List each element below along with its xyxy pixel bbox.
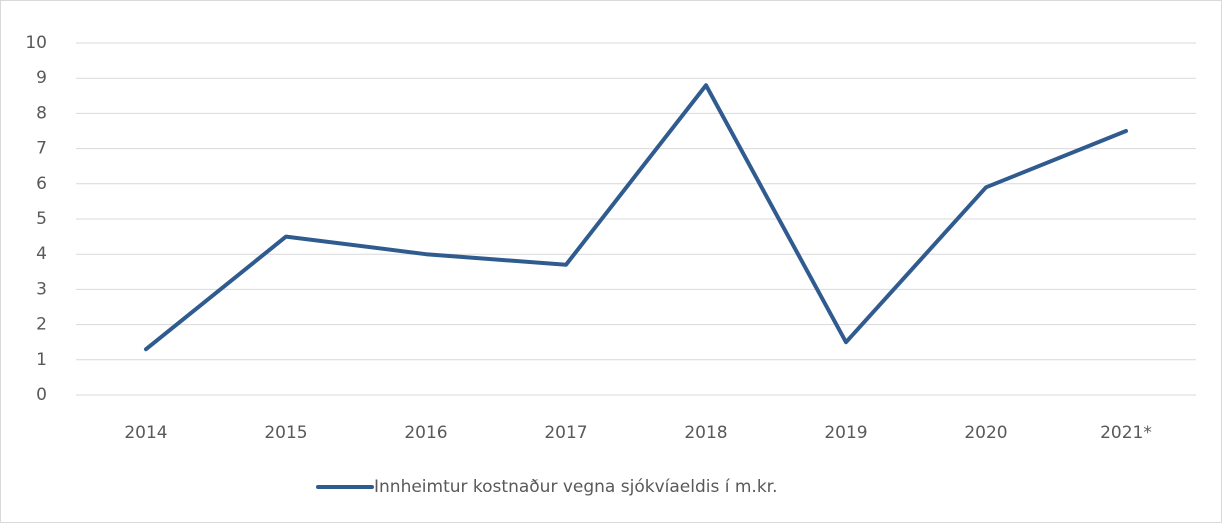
y-tick-label: 3 — [36, 279, 47, 299]
x-tick-label: 2020 — [964, 423, 1007, 443]
y-tick-label: 4 — [36, 244, 47, 264]
y-tick-label: 1 — [36, 350, 47, 370]
x-tick-label: 2017 — [544, 423, 587, 443]
x-tick-label: 2018 — [684, 423, 727, 443]
y-tick-label: 9 — [36, 68, 47, 88]
legend-label: Innheimtur kostnaður vegna sjókvíaeldis … — [374, 477, 778, 497]
y-tick-label: 8 — [36, 103, 47, 123]
y-tick-label: 2 — [36, 315, 47, 335]
x-tick-label: 2016 — [404, 423, 447, 443]
y-tick-label: 6 — [36, 174, 47, 194]
x-tick-label: 2019 — [824, 423, 867, 443]
y-tick-label: 10 — [25, 33, 47, 53]
y-tick-label: 7 — [36, 139, 47, 159]
y-tick-label: 0 — [36, 385, 47, 405]
x-tick-label: 2015 — [264, 423, 307, 443]
y-tick-label: 5 — [36, 209, 47, 229]
data-line — [144, 83, 1128, 352]
x-tick-label: 2021* — [1100, 423, 1152, 443]
x-tick-label: 2014 — [124, 423, 167, 443]
